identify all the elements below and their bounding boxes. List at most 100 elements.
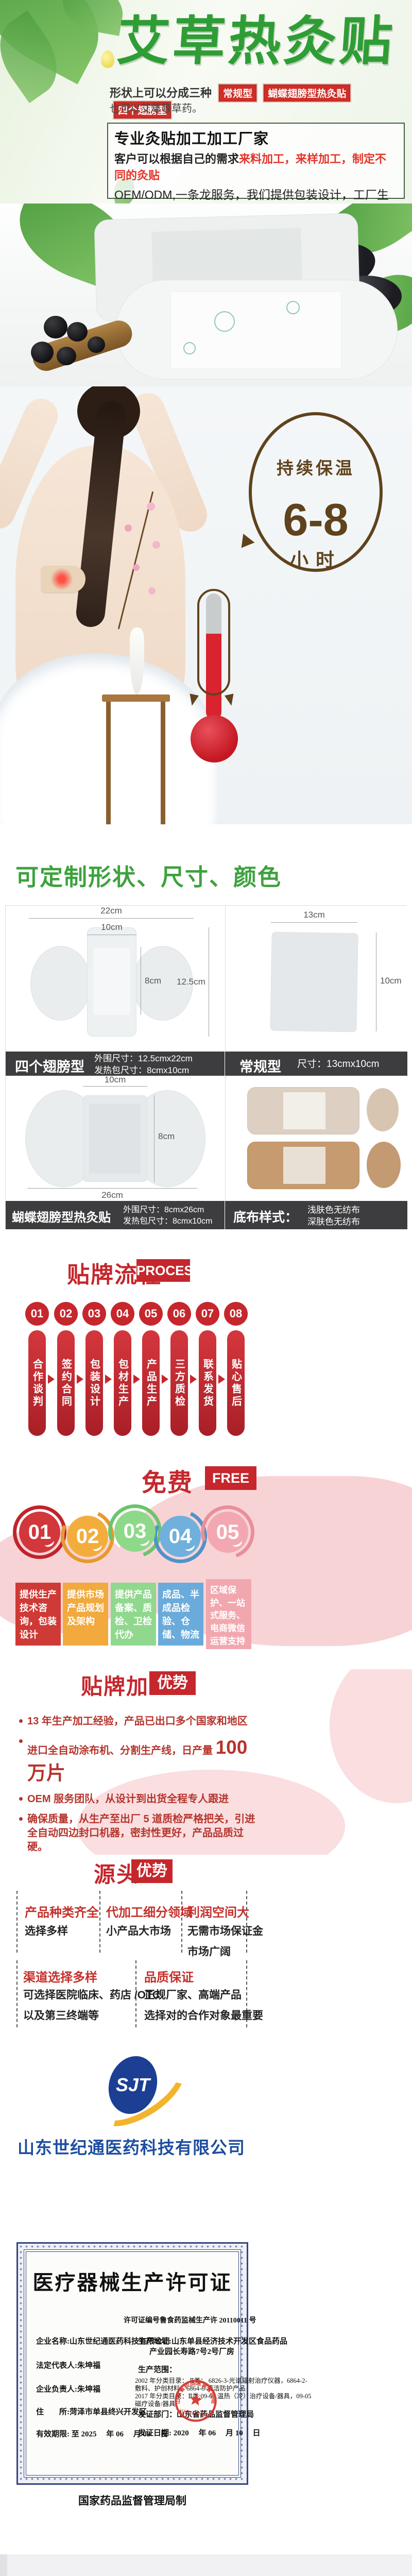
- patch-type-name: 底布样式：: [233, 1210, 298, 1225]
- divider: [246, 1960, 247, 2027]
- license-field: 住 所:菏泽市单县终兴开发区: [36, 2408, 147, 2416]
- shape-badge: 蝴蝶翅膀型热灸贴: [264, 84, 351, 101]
- patch-type-name: 蝴蝶翅膀型热灸贴: [12, 1211, 111, 1225]
- logo-text: SJT: [115, 2074, 150, 2095]
- size-cell-four-wing: 22cm 10cm 8cm 12.5cm: [6, 906, 225, 1052]
- step-number: 04: [111, 1302, 134, 1326]
- dim-label: 8cm: [145, 976, 162, 986]
- license-field: 发证日期: 2020 年 06 月 10 日: [138, 2429, 261, 2437]
- duration-ring: [249, 412, 383, 572]
- patch-type-name: 常规型: [239, 1059, 281, 1075]
- arrow-right-icon: [218, 1375, 225, 1384]
- dim-label: 10cm: [101, 922, 123, 932]
- step-pill: 合作谈判: [28, 1330, 46, 1436]
- official-seal: 山东省药品监督管理局 行政许可专用章: [173, 2377, 220, 2422]
- divider: [181, 1891, 182, 1953]
- dim-label: 8cm: [158, 1131, 175, 1141]
- advantage-title: 代加工细分领域: [106, 1906, 193, 1920]
- moxa-patch-front: [116, 280, 398, 380]
- size-cell-fabric: [225, 1076, 408, 1201]
- side-table: [102, 694, 170, 702]
- seal-text: 山东省药品监督管理局: [173, 2377, 220, 2410]
- arrow-right-icon: [133, 1375, 140, 1384]
- advantage-desc: 小产品大市场: [106, 1925, 171, 1937]
- size-cell-butterfly: 10cm 8cm 26cm: [6, 1075, 225, 1201]
- free-ring: [13, 1505, 66, 1559]
- divider: [135, 1960, 136, 2027]
- source-tag: 优势: [131, 1859, 173, 1883]
- oem-bullet: 确保质量，从生产至出厂 5 道质检严格把关，引进全自动四边封口机器，密封性更好，…: [19, 1812, 257, 1854]
- spec-line: 外围尺寸：12.5cmx22cm: [94, 1054, 193, 1063]
- oem-bullet: 进口全自动涂布机、分割生产线，日产量 100 万片: [19, 1735, 257, 1786]
- svg-text:山东省药品监督管理局: 山东省药品监督管理局: [173, 2377, 220, 2410]
- free-item: 成品、半成品检验、仓储、物流: [158, 1583, 203, 1646]
- arrow-right-icon: [105, 1375, 112, 1384]
- step-number: 02: [54, 1302, 78, 1326]
- product-photo-section: [0, 204, 412, 386]
- step-pill: 签约合同: [57, 1330, 75, 1436]
- registration-certificate: 中华人民共和国医疗器械注册证 注册证编号：鲁械注准 20152090595 注册…: [0, 2550, 412, 2576]
- oem-advantage-section: 贴牌加工 优势 13 年生产加工经验，产品已出口多个国家和地区 进口全自动涂布机…: [0, 1669, 412, 1855]
- dim-label: 12.5cm: [177, 977, 205, 987]
- vase: [130, 628, 144, 694]
- dim-label: 22cm: [100, 906, 122, 916]
- blossom: [133, 564, 140, 571]
- herb-ball-icon: [44, 316, 67, 338]
- free-item: 提供产品备案、质检、卫检代办: [111, 1583, 156, 1646]
- free-tag: FREE: [205, 1466, 256, 1490]
- spec-line: 深肤色无纺布: [307, 1216, 360, 1227]
- license-field: 企业负责人:朱坤福: [36, 2385, 100, 2394]
- herb-ball-icon: [57, 347, 76, 365]
- patch-type-name: 四个翅膀型: [15, 1059, 84, 1075]
- license-scope-line: 2002 年分类目录： Ⅱ类： 6826-3-光谱辐射治疗仪器，6864-2-: [135, 2377, 307, 2384]
- shape-subtitle-line2: 也可以艾草等草药。: [110, 103, 202, 114]
- duration-unit: 小时: [289, 549, 341, 570]
- shape-subtitle-text: 形状上可以分成三种: [110, 87, 212, 99]
- free-number: 01: [19, 1512, 60, 1553]
- patch-spec: 外围尺寸：8cmx26cm 发热包尺寸：8cmx10cm: [123, 1205, 212, 1227]
- customize-section: 可定制形状、尺寸、颜色 22cm 10cm 8cm 12.5cm 13cm: [0, 824, 412, 1236]
- free-number: 04: [160, 1516, 201, 1557]
- size-grid: 22cm 10cm 8cm 12.5cm 13cm 10cm 四个翅膀型: [5, 905, 408, 1229]
- free-heading: 免费: [142, 1469, 194, 1497]
- process-section: 贴牌流程 PROCESS 01 02 03 04 05 06 07 08 合作谈…: [0, 1236, 412, 1448]
- step-pill: 包装设计: [85, 1330, 103, 1436]
- arrow-right-icon: [190, 1375, 197, 1384]
- advantage-title: 利润空间大: [187, 1906, 249, 1920]
- thermometer-icon: [197, 589, 230, 696]
- dim-label: 10cm: [104, 1075, 126, 1084]
- license-footer: 国家药品监督管理局制: [78, 2495, 186, 2507]
- source-heading: 源头: [94, 1862, 140, 1887]
- page-title: 艾草热灸贴: [115, 12, 398, 71]
- blossom: [125, 524, 132, 532]
- company-name: 山东世纪通医药科技有限公司: [18, 2138, 245, 2157]
- customize-heading: 可定制形状、尺寸、颜色: [15, 864, 282, 890]
- spec-line: 浅肤色无纺布: [307, 1205, 360, 1215]
- license-field: 企业名称:山东世纪通医药科技有限公司: [36, 2337, 170, 2346]
- source-advantage-section: 源头 优势 产品种类齐全 选择多样 代加工细分领域 小产品大市场 利润空间大 无…: [0, 1855, 412, 2040]
- patch-on-back: [41, 566, 85, 592]
- caption-fabric: 底布样式： 浅肤色无纺布 深肤色无纺布: [225, 1201, 407, 1229]
- oem-bullet: OEM 服务团队，从设计到出货全程专人跟进: [19, 1792, 257, 1806]
- step-number: 06: [167, 1302, 191, 1326]
- license-scope-line: 敷料、护创材料，6864-6-清洁防护产品: [135, 2385, 246, 2392]
- license-field: 生产范围：: [138, 2366, 177, 2374]
- divider: [99, 1891, 100, 1953]
- arrow-right-icon: [48, 1375, 55, 1384]
- shape-subtitle: 形状上可以分成三种 常规型 蝴蝶翅膀型热灸贴 四个翅膀型: [110, 84, 412, 118]
- hero-section: 艾草热灸贴 形状上可以分成三种 常规型 蝴蝶翅膀型热灸贴 四个翅膀型 也可以艾草…: [0, 0, 412, 204]
- step-number: 01: [25, 1302, 49, 1326]
- oil-drop-icon: [101, 50, 114, 68]
- advantage-desc: 以及第三终端等: [23, 2010, 99, 2022]
- spec-line: 外围尺寸：8cmx26cm: [123, 1206, 204, 1214]
- line1-red: 来料加工，来样加工，制定不同的灸贴: [114, 152, 387, 182]
- company-section: SJT 山东世纪通医药科技有限公司: [0, 2040, 412, 2190]
- table-leg: [161, 702, 165, 824]
- spec-line: 发热包尺寸：8cmx10cm: [123, 1216, 213, 1226]
- spec-line: 发热包尺寸：8cmx10cm: [94, 1065, 190, 1075]
- step-pill: 产品生产: [142, 1330, 160, 1436]
- blossom: [152, 541, 160, 549]
- advantage-desc: 正规厂家、高端产品: [144, 1989, 242, 2001]
- license-field: 法定代表人:朱坤福: [36, 2362, 100, 2370]
